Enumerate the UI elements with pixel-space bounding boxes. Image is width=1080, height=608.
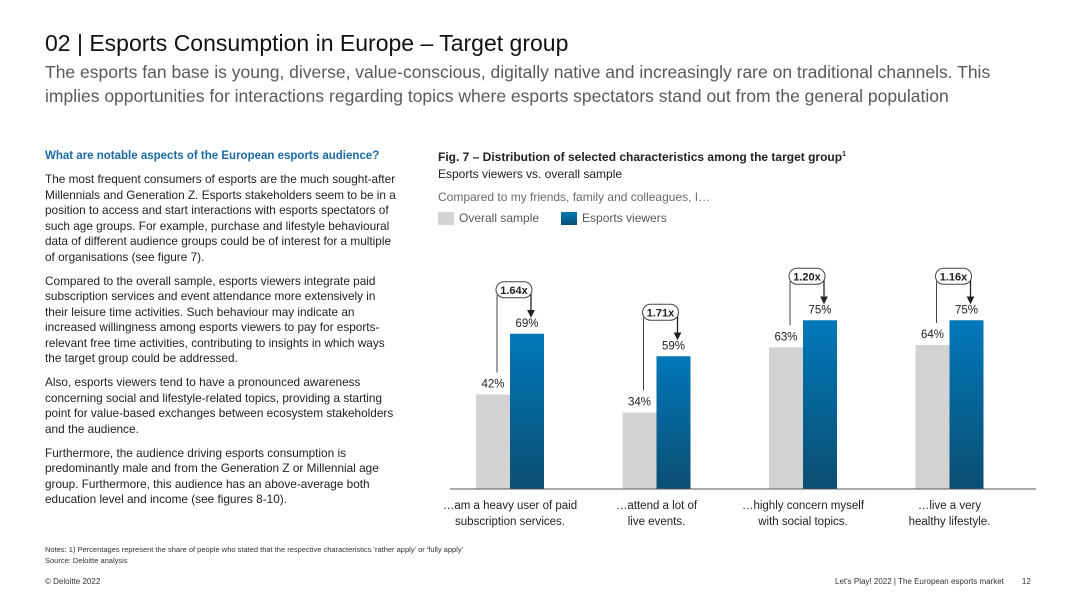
multiplier-label-2: 1.20x	[793, 271, 821, 283]
multiplier-box-0	[495, 281, 533, 299]
section-heading: What are notable aspects of the European…	[45, 150, 380, 162]
category-label-0-line-0: …am a heavy user of paid	[443, 500, 577, 512]
figure-subtitle: Esports viewers vs. overall sample	[438, 167, 623, 181]
figure-title-text: Fig. 7 – Distribution of selected charac…	[438, 150, 843, 164]
notes-line: Notes: 1) Percentages represent the shar…	[45, 545, 464, 554]
data-label-overall-2: 63%	[774, 331, 797, 343]
bracket-left-1	[642, 311, 652, 391]
figure-title-footnote: 1	[842, 151, 846, 158]
bar-chart: 42% 69% 1.64x …am a heavy user of paid subsc…	[443, 267, 1036, 528]
paragraph-1: The most frequent consumers of esports a…	[45, 172, 396, 264]
figure-prompt: Compared to my friends, family and colle…	[438, 190, 711, 204]
legend-label-esports: Esports viewers	[582, 211, 667, 225]
category-label-1-line-1: live events.	[628, 516, 686, 528]
page-subtitle: The esports fan base is young, diverse, …	[45, 62, 991, 106]
category-label-2-line-0: …highly concern myself	[742, 500, 865, 512]
paragraph-3: Also, esports viewers tend to have a pro…	[45, 375, 394, 436]
bracket-left-0	[496, 289, 506, 373]
multiplier-label-3: 1.16x	[940, 271, 968, 283]
category-label-3-line-0: …live a very	[918, 500, 982, 512]
notes: Notes: 1) Percentages represent the shar…	[45, 544, 463, 566]
category-label-1-line-0: …attend a lot of	[616, 500, 698, 512]
legend-swatch-esports	[561, 211, 578, 225]
bar-esports-3	[949, 320, 984, 489]
bar-overall-1	[622, 412, 657, 489]
page-number: 12	[1021, 577, 1031, 586]
legend-label-overall: Overall sample	[459, 211, 540, 225]
footer-report: Let's Play! 2022 | The European esports …	[835, 577, 1031, 586]
data-label-esports-1: 59%	[662, 340, 685, 352]
footer-copyright: © Deloitte 2022	[45, 577, 101, 586]
multiplier-box-1	[642, 303, 679, 321]
data-label-esports-3: 75%	[955, 304, 978, 316]
source-line: Source: Deloitte analysis	[45, 556, 128, 565]
multiplier-box-2	[788, 267, 826, 285]
data-label-esports-2: 75%	[808, 304, 831, 316]
category-label-0-line-1: subscription services.	[455, 516, 565, 528]
figure-title: Fig. 7 – Distribution of selected charac…	[438, 150, 846, 164]
page-title: 02 | Esports Consumption in Europe – Tar…	[45, 30, 569, 56]
legend-swatch-overall	[438, 211, 454, 225]
multiplier-box-3	[935, 267, 972, 285]
bar-esports-1	[656, 356, 691, 489]
chart-legend: Overall sample Esports viewers	[438, 211, 689, 225]
bar-overall-3	[915, 345, 950, 489]
legend-item-overall: Overall sample	[438, 211, 539, 225]
data-label-esports-0: 69%	[515, 318, 538, 330]
data-label-overall-1: 34%	[628, 397, 651, 409]
category-label-3-line-1: healthy lifestyle.	[909, 516, 991, 528]
bar-overall-2	[769, 347, 803, 489]
data-label-overall-0: 42%	[481, 379, 504, 391]
data-label-overall-3: 64%	[921, 329, 944, 341]
legend-item-esports: Esports viewers	[561, 211, 667, 225]
footer-report-title: Let's Play! 2022 | The European esports …	[835, 577, 1004, 586]
bar-overall-0	[476, 394, 510, 489]
category-label-2-line-1: with social topics.	[757, 516, 847, 528]
paragraph-2: Compared to the overall sample, esports …	[45, 273, 385, 366]
bar-esports-0	[510, 333, 544, 489]
bar-esports-2	[803, 320, 837, 489]
multiplier-label-1: 1.71x	[647, 307, 675, 319]
paragraph-4: Furthermore, the audience driving esport…	[45, 445, 379, 507]
text-column: What are notable aspects of the European…	[45, 150, 400, 516]
multiplier-label-0: 1.64x	[500, 285, 528, 297]
